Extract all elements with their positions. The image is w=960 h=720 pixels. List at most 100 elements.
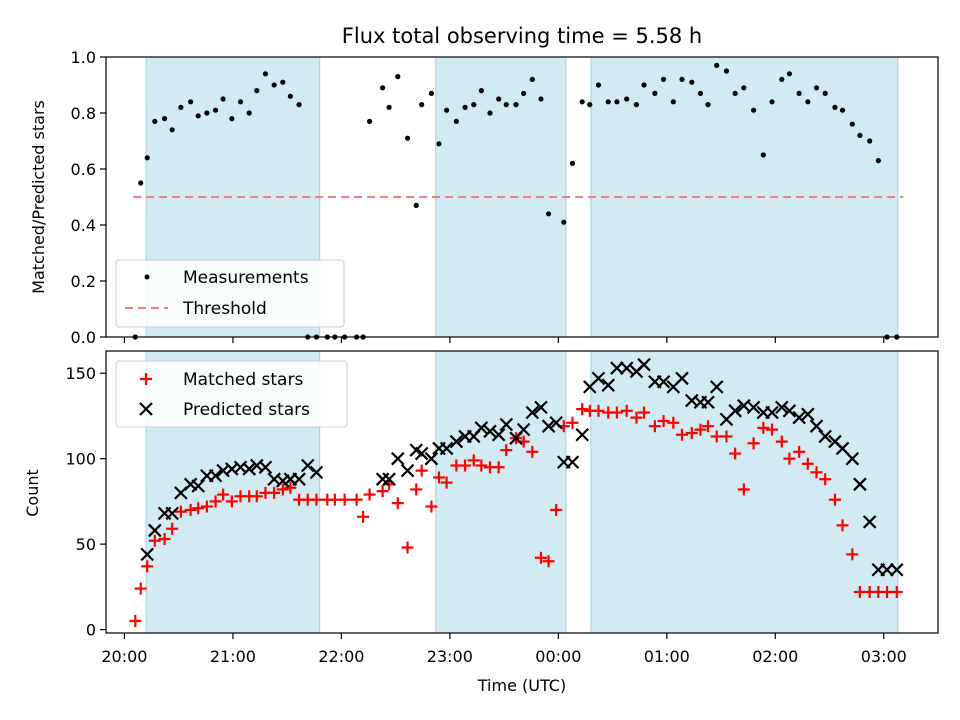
matched-star-point <box>276 483 289 496</box>
measurement-point <box>723 68 730 74</box>
measurement-point <box>471 102 477 108</box>
measurement-point <box>212 107 219 113</box>
bottom-y-tick-label: 150 <box>65 364 96 383</box>
predicted-star-point <box>601 378 616 392</box>
predicted-star-point <box>890 562 904 577</box>
predicted-star-point <box>499 417 514 432</box>
measurement-point <box>786 71 792 77</box>
x-tick-label: 22:00 <box>318 647 364 666</box>
matched-star-point <box>467 454 480 467</box>
matched-star-point <box>610 406 623 419</box>
bottom-shaded-interval-1 <box>435 350 567 634</box>
measurement-point <box>867 138 873 144</box>
top-panel: 0.0 0.2 0.4 0.6 0.8 1.0 Matched/Predicted sta… <box>29 48 939 347</box>
measurement-point <box>595 82 602 88</box>
x-tick-label: 23:00 <box>427 647 473 666</box>
measurement-point <box>386 104 392 110</box>
measurement-point <box>246 110 252 116</box>
predicted-star-point <box>292 472 306 486</box>
measurement-point <box>614 99 620 105</box>
matched-star-point <box>846 548 859 561</box>
matched-star-point <box>433 471 446 484</box>
predicted-star-point <box>801 407 815 422</box>
bottom-y-tick-label: 100 <box>65 450 96 469</box>
measurement-point <box>428 90 435 96</box>
measurement-point <box>487 110 493 116</box>
matched-star-point <box>685 427 698 440</box>
matched-star-point <box>200 500 213 513</box>
matched-star-point <box>310 493 323 506</box>
matched-star-point <box>810 466 823 479</box>
top-y-tick-label: 0.6 <box>71 160 96 179</box>
x-tick-label: 01:00 <box>644 647 690 666</box>
predicted-star-point <box>549 416 563 430</box>
predicted-stars-points <box>140 357 904 577</box>
matched-star-point <box>667 416 680 429</box>
matched-star-point <box>828 493 841 506</box>
matched-star-point <box>657 415 670 428</box>
measurement-point <box>413 202 419 208</box>
measurement-point <box>237 99 244 105</box>
measurement-point <box>660 76 667 82</box>
matched-star-point <box>720 430 733 443</box>
predicted-star-point <box>382 472 396 486</box>
predicted-star-point <box>534 400 548 415</box>
predicted-star-point <box>835 441 850 456</box>
bottom-x-ticks: 20:00 21:00 22:00 23:00 00:00 01:00 02:00 03:00 <box>101 633 907 666</box>
matched-star-point <box>192 502 205 515</box>
predicted-star-point <box>656 374 671 389</box>
legend-marker-matched-stars <box>140 373 152 385</box>
predicted-star-point <box>775 400 789 415</box>
matched-star-point <box>793 445 806 458</box>
predicted-star-point <box>525 405 540 420</box>
legend-label-threshold: Threshold <box>182 299 267 319</box>
measurement-point <box>436 141 442 147</box>
matched-star-point <box>783 452 796 465</box>
matched-star-point <box>217 488 230 501</box>
matched-star-point <box>284 481 297 494</box>
matched-star-point <box>475 459 488 472</box>
measurement-point <box>760 152 766 158</box>
top-y-tick-label: 0.0 <box>71 328 96 347</box>
predicted-star-point <box>610 361 624 375</box>
measurement-point <box>178 104 184 110</box>
measurement-point <box>813 85 820 91</box>
measurement-point <box>697 90 704 96</box>
matched-star-point <box>819 473 832 486</box>
predicted-star-point <box>575 427 589 442</box>
measurement-point <box>857 132 863 138</box>
measurement-point <box>144 155 150 161</box>
predicted-star-point <box>675 371 689 386</box>
measurement-point <box>529 76 535 82</box>
matched-star-point <box>757 421 770 434</box>
bottom-y-ticks: 0 50 100 150 <box>65 364 106 640</box>
bottom-axes-frame <box>105 350 939 634</box>
measurement-point <box>138 180 144 186</box>
measurement-point <box>714 62 720 68</box>
measurement-point <box>296 102 302 108</box>
predicted-star-point <box>439 441 454 456</box>
measurement-point <box>832 104 838 110</box>
x-tick-label: 20:00 <box>101 647 147 666</box>
measurement-point <box>605 99 611 105</box>
predicted-star-point <box>862 515 877 529</box>
matched-star-point <box>648 420 661 433</box>
measurement-point <box>188 99 194 105</box>
predicted-star-point <box>818 429 832 444</box>
measurement-point <box>670 99 676 105</box>
measurement-point <box>579 99 585 105</box>
matched-star-point <box>500 444 513 457</box>
matched-star-point <box>250 490 263 503</box>
measurement-point <box>195 113 201 119</box>
measurement-point <box>169 127 175 133</box>
predicted-star-point <box>782 404 797 418</box>
matched-star-point <box>566 416 579 429</box>
predicted-star-point <box>746 400 761 415</box>
measurement-point <box>545 211 552 217</box>
predicted-star-point <box>258 460 273 474</box>
bottom-legend: Matched stars Predicted stars <box>115 360 348 428</box>
measurement-point <box>741 85 747 91</box>
top-y-tick-label: 0.2 <box>71 272 96 291</box>
x-tick-label: 00:00 <box>535 647 581 666</box>
